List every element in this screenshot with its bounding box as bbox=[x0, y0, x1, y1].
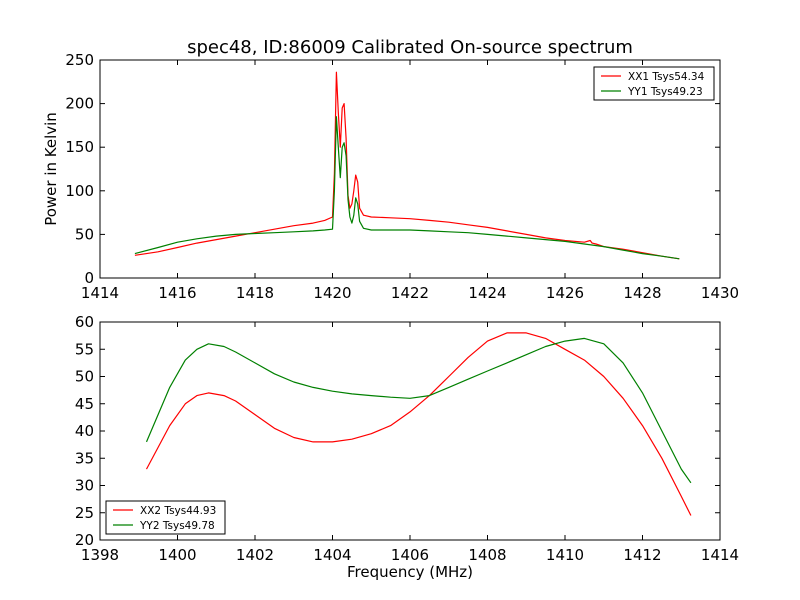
legend: XX1 Tsys54.34 YY1 Tsys49.23 bbox=[593, 66, 715, 101]
x-tick-label: 1400 bbox=[158, 546, 196, 564]
x-tick-label: 1398 bbox=[81, 546, 119, 564]
y-tick-label: 200 bbox=[65, 95, 94, 113]
x-tick-label: 1404 bbox=[313, 546, 351, 564]
x-tick-label: 1416 bbox=[158, 284, 196, 302]
x-tick-label: 1410 bbox=[546, 546, 584, 564]
y-tick-label: 55 bbox=[75, 340, 94, 358]
y-tick-label: 45 bbox=[75, 395, 94, 413]
y-tick-label: 50 bbox=[75, 225, 94, 243]
y-tick-label: 100 bbox=[65, 182, 94, 200]
y-tick-label: 150 bbox=[65, 138, 94, 156]
x-tick-label: 1430 bbox=[701, 284, 739, 302]
y-tick-label: 25 bbox=[75, 504, 94, 522]
x-tick-label: 1422 bbox=[391, 284, 429, 302]
x-axis-label: Frequency (MHz) bbox=[347, 563, 473, 581]
x-tick-label: 1420 bbox=[313, 284, 351, 302]
x-tick-label: 1428 bbox=[623, 284, 661, 302]
top-spectrum-panel: 1414 1416 1418 1420 1422 1424 1426 1428 1430 0 50 1… bbox=[42, 51, 739, 302]
legend-entry-label: YY1 Tsys49.23 bbox=[627, 86, 703, 98]
legend-entry-label: XX1 Tsys54.34 bbox=[628, 71, 705, 83]
legend-box bbox=[105, 500, 226, 535]
x-tick-label: 1414 bbox=[701, 546, 739, 564]
y-tick-label: 30 bbox=[75, 477, 94, 495]
x-tick-label: 1426 bbox=[546, 284, 584, 302]
legend-entry-label: YY2 Tsys49.78 bbox=[139, 520, 215, 532]
y-tick-label: 50 bbox=[75, 368, 94, 386]
x-tick-label: 1402 bbox=[236, 546, 274, 564]
x-tick-label: 1412 bbox=[623, 546, 661, 564]
x-tick-label: 1406 bbox=[391, 546, 429, 564]
figure-title: spec48, ID:86009 Calibrated On-source sp… bbox=[187, 37, 633, 58]
y-tick-label: 250 bbox=[65, 51, 94, 69]
x-tick-label: 1418 bbox=[236, 284, 274, 302]
series-line-2 bbox=[145, 337, 692, 484]
y-axis-label: Power in Kelvin bbox=[42, 112, 60, 226]
series-line-1 bbox=[145, 332, 692, 516]
legend: XX2 Tsys44.93 YY2 Tsys49.78 bbox=[105, 500, 226, 535]
x-tick-label: 1408 bbox=[468, 546, 506, 564]
y-tick-label: 20 bbox=[75, 531, 94, 549]
x-tick-label: 1414 bbox=[81, 284, 119, 302]
bottom-spectrum-panel: 1398 1400 1402 1404 1406 1408 1410 1412 1414 20 25… bbox=[75, 313, 739, 581]
legend-entry-label: XX2 Tsys44.93 bbox=[140, 505, 216, 517]
legend-box bbox=[593, 66, 715, 101]
y-tick-label: 60 bbox=[75, 313, 94, 331]
y-tick-label: 40 bbox=[75, 422, 94, 440]
y-tick-label: 0 bbox=[84, 269, 94, 287]
series-line-1 bbox=[134, 71, 680, 260]
x-tick-label: 1424 bbox=[468, 284, 506, 302]
series-line-2 bbox=[134, 116, 680, 260]
y-tick-label: 35 bbox=[75, 449, 94, 467]
